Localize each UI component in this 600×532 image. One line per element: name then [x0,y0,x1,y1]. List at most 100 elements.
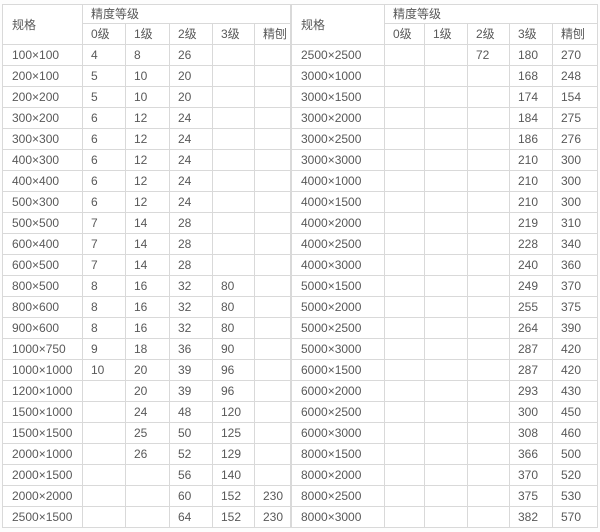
table-row: 800×600 8 16 32 80 [2,296,291,318]
table-row: 5000×2000 255 375 [291,296,598,318]
value-cell: 300 [552,170,598,192]
value-cell [467,338,510,360]
table-row: 1500×1000 24 48 120 [2,401,291,423]
value-cell [212,170,255,192]
spec-cell: 300×200 [2,107,83,129]
spec-cell: 3000×2000 [291,107,385,129]
table-row: 3000×1000 168 248 [291,65,598,87]
value-cell: 14 [125,254,170,276]
value-cell [212,128,255,150]
value-cell [467,422,510,444]
value-cell: 20 [125,380,170,402]
value-cell [82,401,126,423]
spec-cell: 4000×1500 [291,191,385,213]
spec-cell: 5000×2000 [291,296,385,318]
value-cell [467,317,510,339]
value-cell [424,86,468,108]
value-cell: 8 [82,296,126,318]
value-cell [424,338,468,360]
grade-header-row: 0级 1级 2级 3级 精刨 [3,23,291,45]
spec-cell: 300×300 [2,128,83,150]
value-cell [424,380,468,402]
value-cell: 28 [169,254,213,276]
value-cell [384,401,425,423]
table-row: 200×100 5 10 20 [2,65,291,87]
spec-cell: 1500×1000 [2,401,83,423]
value-cell: 28 [169,233,213,255]
value-cell [254,380,291,402]
value-cell: 9 [82,338,126,360]
value-cell [467,254,510,276]
value-cell [384,359,425,381]
value-cell: 5 [82,65,126,87]
value-cell [424,107,468,129]
value-cell: 56 [169,464,213,486]
spec-cell: 6000×1500 [291,359,385,381]
value-cell [424,485,468,507]
value-cell: 420 [552,338,598,360]
grade-column-header: 2级 [169,23,213,45]
value-cell [254,359,291,381]
spec-cell: 400×300 [2,149,83,171]
value-cell [254,401,291,423]
table-row: 4000×2000 219 310 [291,212,598,234]
table-row: 1200×1000 20 39 96 [2,380,291,402]
value-cell: 16 [125,296,170,318]
header-group-row: 规格 精度等级 [291,4,598,45]
spec-cell: 1500×1500 [2,422,83,444]
value-cell: 8 [82,275,126,297]
value-cell [82,380,126,402]
value-cell: 5 [82,86,126,108]
value-cell [384,506,425,528]
value-cell: 460 [552,422,598,444]
spec-cell: 2000×2000 [2,485,83,507]
value-cell [212,107,255,129]
table-row: 5000×2500 264 390 [291,317,598,339]
spec-cell: 4000×1000 [291,170,385,192]
value-cell [212,44,255,66]
value-cell [254,212,291,234]
table-row: 1000×750 9 18 36 90 [2,338,291,360]
table-row: 2000×2000 60 152 230 [2,485,291,507]
value-cell [254,464,291,486]
value-cell: 50 [169,422,213,444]
value-cell [384,233,425,255]
spec-cell: 8000×2500 [291,485,385,507]
value-cell [82,485,126,507]
value-cell: 152 [212,485,255,507]
value-cell: 370 [509,464,553,486]
value-cell: 154 [552,86,598,108]
value-cell: 20 [125,359,170,381]
value-cell [467,65,510,87]
value-cell: 219 [509,212,553,234]
precision-grade-group-header: 精度等级 [384,4,598,24]
table-row: 3000×3000 210 300 [291,149,598,171]
value-cell: 24 [169,170,213,192]
value-cell [254,338,291,360]
value-cell: 125 [212,422,255,444]
value-cell [384,44,425,66]
value-cell [424,254,468,276]
spec-cell: 4000×3000 [291,254,385,276]
value-cell: 10 [125,86,170,108]
value-cell: 8 [125,44,170,66]
value-cell [467,107,510,129]
value-cell: 264 [509,317,553,339]
value-cell: 366 [509,443,553,465]
value-cell: 20 [169,65,213,87]
table-row: 300×200 6 12 24 [2,107,291,129]
value-cell: 7 [82,212,126,234]
value-cell: 8 [82,317,126,339]
value-cell [467,86,510,108]
spec-cell: 5000×1500 [291,275,385,297]
value-cell [424,233,468,255]
value-cell: 6 [82,149,126,171]
header-group-row: 规格 精度等级 [2,4,291,45]
value-cell: 293 [509,380,553,402]
value-cell [384,170,425,192]
grade-column-header: 1级 [125,23,170,45]
table-row: 4000×3000 240 360 [291,254,598,276]
value-cell [424,422,468,444]
table-row: 400×400 6 12 24 [2,170,291,192]
value-cell: 375 [552,296,598,318]
